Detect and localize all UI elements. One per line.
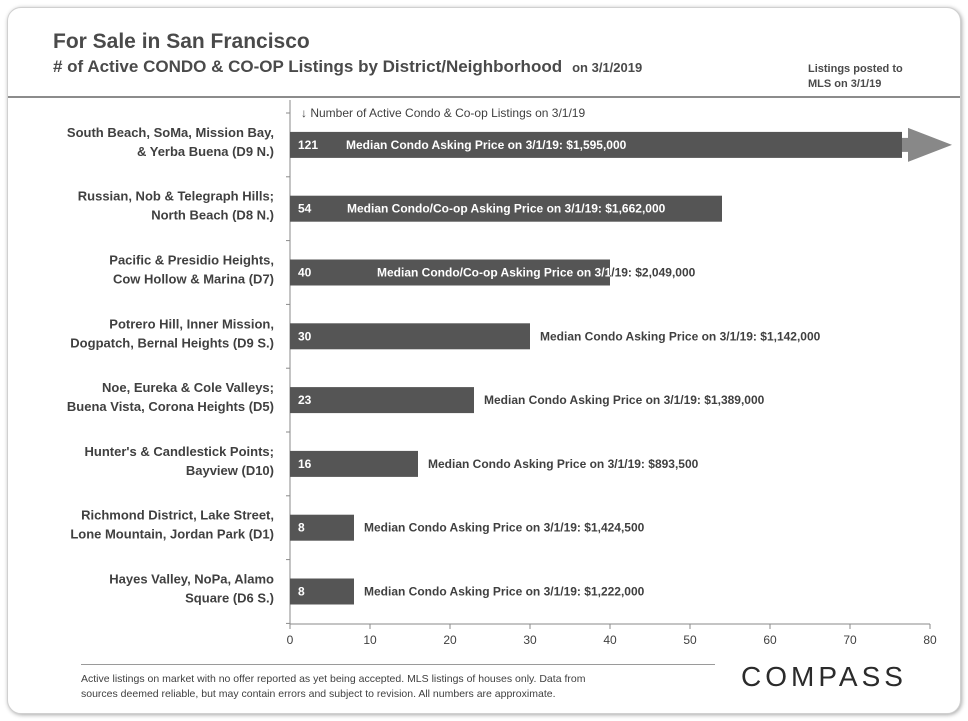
- category-label: Cow Hollow & Marina (D7): [113, 272, 274, 287]
- x-tick-label: 80: [923, 633, 937, 647]
- x-tick-label: 50: [683, 633, 697, 647]
- subtitle-date: on 3/1/2019: [572, 60, 643, 75]
- category-label: Noe, Eureka & Cole Valleys;: [102, 380, 274, 395]
- x-tick-label: 0: [287, 633, 294, 647]
- x-tick-label: 10: [363, 633, 377, 647]
- bar-value-label: 54: [298, 202, 312, 216]
- x-tick-label: 30: [523, 633, 537, 647]
- series-label: ↓ Number of Active Condo & Co-op Listing…: [301, 106, 585, 120]
- category-label: Dogpatch, Bernal Heights (D9 S.): [70, 335, 274, 350]
- compass-logo: COMPASS: [741, 661, 907, 692]
- category-label: & Yerba Buena (D9 N.): [137, 144, 274, 159]
- bar-value-label: 16: [298, 457, 312, 471]
- category-label: Buena Vista, Corona Heights (D5): [67, 399, 274, 414]
- bar-annotation: Median Condo Asking Price on 3/1/19: $1,…: [540, 329, 821, 343]
- category-label: Pacific & Presidio Heights,: [109, 253, 274, 268]
- category-label: Richmond District, Lake Street,: [81, 508, 274, 523]
- bar-value-label: 8: [298, 585, 305, 599]
- footer-divider: [81, 664, 715, 665]
- category-label: Russian, Nob & Telegraph Hills;: [78, 189, 274, 204]
- bar-value-label: 30: [298, 329, 312, 343]
- category-label: South Beach, SoMa, Mission Bay,: [67, 125, 274, 140]
- category-label: Bayview (D10): [186, 463, 274, 478]
- bar: [290, 323, 530, 350]
- bar: [290, 450, 418, 477]
- bar: [290, 387, 474, 414]
- bar: [290, 131, 902, 158]
- category-label: Hayes Valley, NoPa, Alamo: [109, 572, 274, 587]
- bar-annotation: Median Condo Asking Price on 3/1/19: $1,…: [364, 585, 645, 599]
- x-tick-label: 60: [763, 633, 777, 647]
- bar-arrow-head: [908, 127, 952, 162]
- category-label: Square (D6 S.): [185, 591, 274, 606]
- footnote-line1: Active listings on market with no offer …: [81, 673, 586, 685]
- bar: [290, 578, 354, 605]
- bar: [290, 259, 610, 286]
- footnote: Active listings on market with no offer …: [81, 672, 721, 702]
- bar-annotation-overflow: Median Condo/Co-op Asking Price on 3/1/1…: [377, 266, 696, 280]
- header-divider: [8, 96, 960, 98]
- posted-note-line1: Listings posted to: [808, 63, 903, 75]
- posted-note: Listings posted to MLS on 3/1/19: [808, 62, 903, 92]
- category-label: Lone Mountain, Jordan Park (D1): [70, 527, 274, 542]
- subtitle-text: # of Active CONDO & CO-OP Listings by Di…: [53, 57, 563, 76]
- bar-arrow-shaft: [902, 137, 908, 152]
- chart-title: For Sale in San Francisco: [53, 30, 310, 53]
- bar-annotation: Median Condo Asking Price on 3/1/19: $89…: [428, 457, 699, 471]
- bar-value-label: 121: [298, 138, 318, 152]
- chart-subtitle: # of Active CONDO & CO-OP Listings by Di…: [53, 57, 642, 77]
- bar-annotation: Median Condo/Co-op Asking Price on 3/1/1…: [347, 202, 666, 216]
- x-tick-label: 70: [843, 633, 857, 647]
- x-tick-label: 40: [603, 633, 617, 647]
- bar-annotation: Median Condo Asking Price on 3/1/19: $1,…: [364, 521, 645, 535]
- footnote-line2: sources deemed reliable, but may contain…: [81, 688, 556, 700]
- bar: [290, 514, 354, 541]
- category-label: Hunter's & Candlestick Points;: [85, 444, 274, 459]
- bar-value-label: 40: [298, 266, 312, 280]
- slide-frame: [7, 7, 961, 714]
- bar-annotation: Median Condo Asking Price on 3/1/19: $1,…: [484, 393, 765, 407]
- category-label: Potrero Hill, Inner Mission,: [109, 316, 274, 331]
- bar-value-label: 23: [298, 393, 312, 407]
- bar: [290, 195, 722, 222]
- posted-note-line2: MLS on 3/1/19: [808, 78, 882, 90]
- bar-annotation: Median Condo Asking Price on 3/1/19: $1,…: [346, 138, 627, 152]
- category-label: North Beach (D8 N.): [151, 208, 274, 223]
- x-tick-label: 20: [443, 633, 457, 647]
- bar-value-label: 8: [298, 521, 305, 535]
- bar-annotation: Median Condo/Co-op Asking Price on 3/1/1…: [377, 266, 696, 280]
